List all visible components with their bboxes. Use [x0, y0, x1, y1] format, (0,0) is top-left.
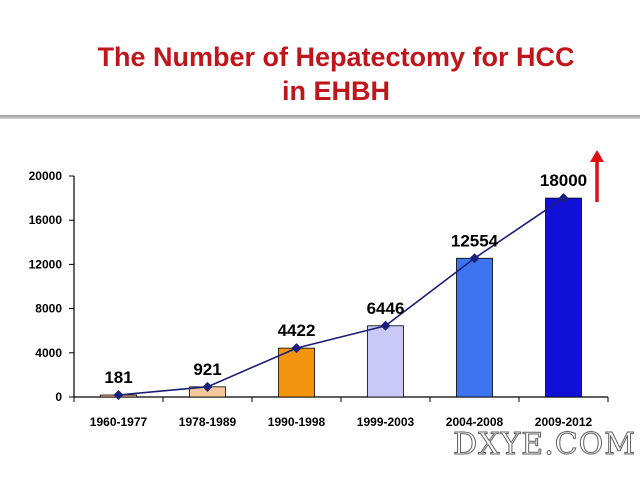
data-point-marker: [558, 193, 569, 204]
y-tick-label: 12000: [29, 257, 63, 271]
data-point-marker: [291, 343, 302, 354]
data-point-marker: [202, 381, 213, 392]
bar: [367, 325, 404, 398]
x-tick-label: 2004-2008: [446, 415, 504, 429]
y-tick-label: 4000: [35, 346, 62, 360]
chart-title: The Number of Hepatectomy for HCC in EHB…: [0, 40, 640, 108]
x-tick-label: 1978-1989: [179, 415, 237, 429]
title-divider: [0, 115, 640, 119]
data-point-marker: [113, 389, 124, 400]
chart-title-line1: The Number of Hepatectomy for HCC: [97, 42, 575, 72]
data-label: 4422: [278, 321, 316, 340]
x-tick-label: 2009-2012: [535, 415, 593, 429]
x-tick-label: 1999-2003: [357, 415, 415, 429]
watermark: DXYE.COM: [453, 427, 636, 463]
bar: [545, 197, 582, 398]
data-label: 6446: [367, 299, 405, 318]
trend-line: [118, 197, 564, 396]
data-label: 12554: [451, 231, 499, 250]
data-label: 921: [193, 360, 221, 379]
data-point-marker: [380, 320, 391, 331]
chart-title-line2: in EHBH: [282, 76, 390, 106]
bar: [278, 347, 315, 398]
data-label: 181: [104, 368, 132, 387]
trend-arrow-head: [590, 150, 604, 162]
y-tick-label: 16000: [29, 213, 63, 227]
y-tick-label: 8000: [35, 302, 62, 316]
y-tick-label: 20000: [29, 169, 63, 183]
bar: [456, 257, 493, 398]
x-tick-label: 1990-1998: [268, 415, 326, 429]
data-label: 18000: [540, 171, 587, 190]
data-point-marker: [469, 253, 480, 264]
y-tick-label: 0: [55, 390, 62, 404]
x-tick-label: 1960-1977: [90, 415, 148, 429]
